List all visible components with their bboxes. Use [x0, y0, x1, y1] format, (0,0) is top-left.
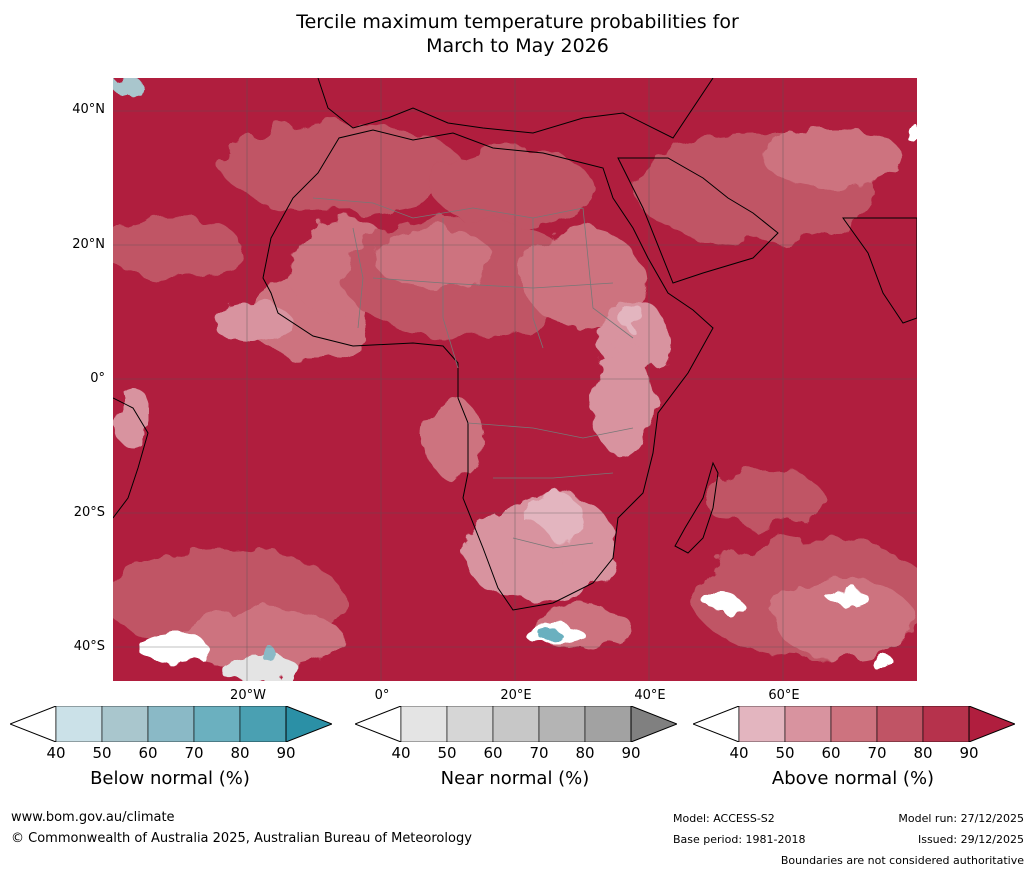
lon-label-0: 0°: [374, 688, 390, 703]
country-borders: [312, 197, 634, 549]
colorbar-tick-label: 60: [138, 744, 158, 762]
lat-label-20n: 20°N: [72, 237, 105, 252]
colorbar-tick-label: 40: [391, 744, 411, 762]
arabia-coast: [617, 157, 779, 284]
footer-model-run: Model run: 27/12/2025: [898, 812, 1024, 825]
colorbar-min-extension: [693, 706, 740, 742]
colorbar-tick-label: 50: [775, 744, 795, 762]
colorbar-tick-label: 70: [184, 744, 204, 762]
colorbar-segment: [101, 706, 149, 742]
colorbar-tick-label: 60: [821, 744, 841, 762]
madagascar-coast: [674, 461, 719, 554]
colorbar-segment: [876, 706, 924, 742]
africa-coast: [262, 129, 714, 611]
colorbar-tick-label: 80: [575, 744, 595, 762]
colorbar-segment: [738, 706, 786, 742]
south-america-coast: [113, 397, 149, 519]
lat-label-40s: 40°S: [73, 639, 105, 654]
colorbar-tick-label: 40: [729, 744, 749, 762]
colorbar-title-near: Near normal (%): [440, 768, 590, 789]
colorbar-tick-label: 90: [276, 744, 296, 762]
colorbar-min-extension: [355, 706, 402, 742]
colorbar-segment: [538, 706, 586, 742]
colorbar-segment: [55, 706, 103, 742]
lat-label-0: 0°: [90, 371, 105, 386]
colorbar-tick-label: 50: [437, 744, 457, 762]
colorbar-below-normal: [10, 706, 332, 742]
footer-issued: Issued: 29/12/2025: [917, 833, 1024, 846]
lon-label-40e: 40°E: [634, 688, 666, 703]
colorbar-tick-label: 80: [230, 744, 250, 762]
colorbar-tick-label: 80: [913, 744, 933, 762]
colorbar-segment: [446, 706, 494, 742]
lat-label-40n: 40°N: [72, 102, 105, 117]
colorbar-segment: [830, 706, 878, 742]
footer-disclaimer: Boundaries are not considered authoritat…: [780, 854, 1024, 867]
footer-copyright: © Commonwealth of Australia 2025, Austra…: [11, 831, 472, 846]
colorbar-segment: [239, 706, 287, 742]
colorbar-max-extension: [630, 706, 677, 742]
map-title: Tercile maximum temperature probabilitie…: [296, 11, 739, 33]
footer-model: Model: ACCESS-S2: [673, 812, 775, 825]
colorbar-segment: [784, 706, 832, 742]
graticule: [113, 78, 917, 681]
colorbar-tick-label: 70: [529, 744, 549, 762]
coastlines: [113, 78, 917, 611]
colorbar-near-normal: [355, 706, 677, 742]
colorbar-title-above: Above normal (%): [771, 768, 935, 789]
colorbar-segment: [147, 706, 195, 742]
colorbar-max-extension: [968, 706, 1015, 742]
colorbar-tick-label: 90: [959, 744, 979, 762]
colorbar-max-extension: [285, 706, 332, 742]
colorbar-segment: [922, 706, 970, 742]
colorbar-segment: [584, 706, 632, 742]
colorbar-tick-label: 40: [46, 744, 66, 762]
colorbar-title-below: Below normal (%): [90, 768, 250, 789]
footer-url: www.bom.gov.au/climate: [11, 810, 175, 825]
map-subtitle: March to May 2026: [426, 35, 609, 57]
colorbar-min-extension: [10, 706, 57, 742]
colorbar-tick-label: 70: [867, 744, 887, 762]
lon-label-60e: 60°E: [768, 688, 800, 703]
colorbar-tick-label: 90: [621, 744, 641, 762]
lon-label-20w: 20°W: [230, 688, 266, 703]
lon-label-20e: 20°E: [500, 688, 532, 703]
lat-label-20s: 20°S: [73, 505, 105, 520]
colorbar-segment: [492, 706, 540, 742]
footer-base-period: Base period: 1981-2018: [673, 833, 806, 846]
india-coast: [842, 217, 917, 324]
colorbar-segment: [193, 706, 241, 742]
colorbar-tick-label: 60: [483, 744, 503, 762]
colorbar-tick-label: 50: [92, 744, 112, 762]
colorbar-segment: [400, 706, 448, 742]
colorbar-above-normal: [693, 706, 1015, 742]
probability-map: [113, 78, 917, 681]
europe-coast: [317, 78, 714, 139]
